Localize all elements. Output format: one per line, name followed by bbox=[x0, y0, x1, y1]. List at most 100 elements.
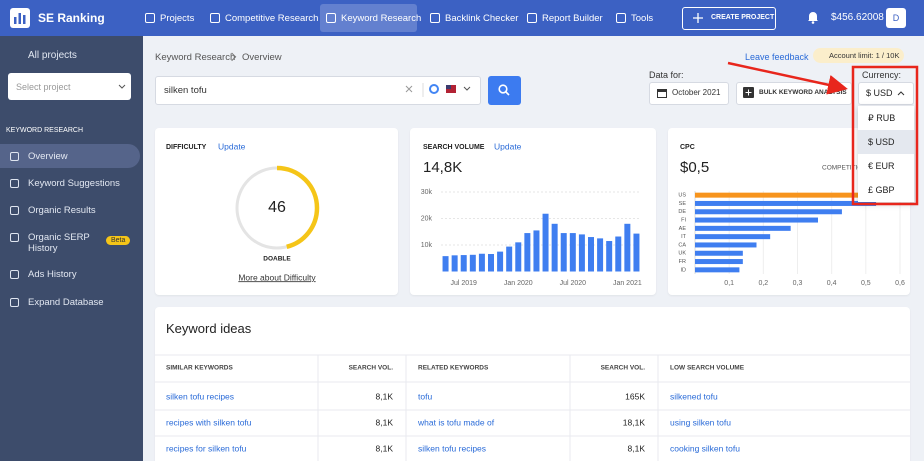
bulk-icon bbox=[743, 87, 754, 98]
sidebar-item[interactable]: Organic Results bbox=[28, 205, 96, 216]
bell-icon[interactable] bbox=[806, 10, 820, 24]
search-button[interactable] bbox=[488, 76, 521, 105]
currency-option[interactable]: £ GBP bbox=[858, 178, 914, 202]
sidebar-item[interactable]: Organic SERP History bbox=[28, 232, 90, 254]
bar bbox=[533, 230, 540, 272]
bar bbox=[460, 255, 467, 272]
search-query[interactable]: silken tofu bbox=[164, 85, 207, 96]
bar bbox=[695, 234, 771, 240]
currency-menu: ₽ RUB $ USD € EUR £ GBP bbox=[858, 106, 914, 202]
month-button[interactable] bbox=[649, 82, 729, 105]
avatar[interactable]: D bbox=[886, 8, 906, 28]
competition-label: COMPETITION bbox=[822, 165, 867, 172]
search-icon bbox=[498, 84, 510, 96]
table-volume: 8,1K bbox=[628, 443, 646, 453]
sidebar-icon bbox=[10, 179, 19, 188]
table-header: LOW SEARCH VOLUME bbox=[670, 365, 745, 372]
bar bbox=[695, 192, 883, 198]
bar bbox=[695, 225, 791, 231]
x-tick-label: 0,2 bbox=[758, 280, 768, 287]
sidebar-item[interactable]: Ads History bbox=[28, 269, 77, 280]
breadcrumb-2: Overview bbox=[242, 52, 282, 63]
sidebar-item[interactable]: Overview bbox=[28, 151, 68, 162]
project-select[interactable] bbox=[8, 73, 131, 100]
nav-icon bbox=[527, 13, 537, 23]
nav-item[interactable]: Backlink Checker bbox=[445, 13, 519, 24]
bulk-label[interactable]: BULK KEYWORD ANALYSIS bbox=[759, 89, 847, 96]
y-tick-label: US bbox=[678, 193, 686, 199]
project-select-text[interactable]: Select project bbox=[16, 82, 71, 92]
active-nav-bg bbox=[320, 4, 417, 32]
table-keyword[interactable]: tofu bbox=[418, 391, 432, 401]
nav-item[interactable]: Keyword Research bbox=[341, 13, 422, 24]
sidebar-icon bbox=[10, 233, 19, 242]
search-box[interactable] bbox=[155, 76, 481, 105]
create-project-label[interactable]: CREATE PROJECT bbox=[711, 14, 775, 21]
y-tick-label: IT bbox=[681, 234, 687, 240]
nav-item[interactable]: Report Builder bbox=[542, 13, 603, 24]
table-volume: 165K bbox=[625, 391, 645, 401]
sidebar-item[interactable]: Keyword Suggestions bbox=[28, 178, 120, 189]
currency-option[interactable]: ₽ RUB bbox=[858, 106, 914, 130]
bar bbox=[597, 238, 604, 272]
y-tick-label: 30k bbox=[421, 189, 433, 196]
bar bbox=[451, 255, 458, 272]
cpc-total: $0,5 bbox=[680, 159, 709, 176]
keyword-ideas-card bbox=[155, 307, 910, 461]
table-keyword[interactable]: what is tofu made of bbox=[417, 417, 495, 427]
table-keyword[interactable]: recipes for silken tofu bbox=[166, 443, 247, 453]
update-link: Update bbox=[494, 141, 522, 151]
nav-item[interactable]: Projects bbox=[160, 13, 195, 24]
volume-total: 14,8K bbox=[423, 159, 462, 176]
table-keyword[interactable]: silken tofu recipes bbox=[418, 443, 486, 453]
create-project-button[interactable] bbox=[682, 7, 776, 30]
currency-selected[interactable]: $ USD bbox=[866, 88, 893, 98]
nav-item[interactable]: Tools bbox=[631, 13, 654, 24]
breadcrumb-1[interactable]: Keyword Research bbox=[155, 52, 236, 63]
sidebar-icon bbox=[10, 298, 19, 307]
table-header: RELATED KEYWORDS bbox=[418, 365, 489, 372]
bar bbox=[569, 233, 576, 272]
sidebar bbox=[0, 36, 143, 461]
bar bbox=[469, 254, 476, 272]
all-projects[interactable]: All projects bbox=[28, 50, 77, 61]
table-volume: 8,1K bbox=[376, 417, 394, 427]
currency-option[interactable]: € EUR bbox=[858, 154, 914, 178]
bar bbox=[695, 200, 877, 206]
sidebar-icon bbox=[10, 152, 19, 161]
bar bbox=[695, 209, 842, 215]
table-keyword[interactable]: recipes with silken tofu bbox=[166, 417, 252, 427]
sidebar-item[interactable]: Expand Database bbox=[28, 297, 104, 308]
leave-feedback[interactable]: Leave feedback bbox=[745, 52, 809, 62]
y-tick-label: FR bbox=[679, 259, 686, 265]
table-header: SEARCH VOL. bbox=[601, 365, 646, 372]
y-tick-label: FI bbox=[681, 218, 686, 224]
sidebar-icon bbox=[10, 270, 19, 279]
bar bbox=[542, 213, 549, 272]
table-keyword[interactable]: cooking silken tofu bbox=[670, 443, 740, 453]
bar bbox=[606, 241, 613, 272]
currency-option[interactable]: $ USD bbox=[858, 130, 914, 154]
bar bbox=[624, 223, 631, 272]
bar bbox=[524, 233, 531, 272]
bar bbox=[615, 236, 622, 272]
logo bbox=[10, 8, 30, 28]
table-keyword[interactable]: silken tofu recipes bbox=[166, 391, 234, 401]
card-title: SEARCH VOLUME bbox=[423, 144, 485, 151]
update-link: Update bbox=[218, 141, 246, 151]
month[interactable]: October 2021 bbox=[672, 88, 721, 97]
bar bbox=[478, 253, 485, 272]
table-keyword[interactable]: silkened tofu bbox=[670, 391, 718, 401]
search-volume-card bbox=[410, 128, 656, 295]
balance: $456.62008 bbox=[831, 12, 884, 23]
bar bbox=[695, 259, 743, 265]
bar bbox=[695, 242, 757, 248]
bar bbox=[578, 234, 585, 272]
x-tick-label: Jan 2021 bbox=[613, 280, 642, 287]
nav-item[interactable]: Competitive Research bbox=[225, 13, 319, 24]
chevron bbox=[118, 84, 126, 89]
x-tick-label: 0,5 bbox=[861, 280, 871, 287]
table-keyword[interactable]: using silken tofu bbox=[670, 417, 731, 427]
y-tick-label: 10k bbox=[421, 242, 433, 249]
bar bbox=[515, 242, 522, 272]
